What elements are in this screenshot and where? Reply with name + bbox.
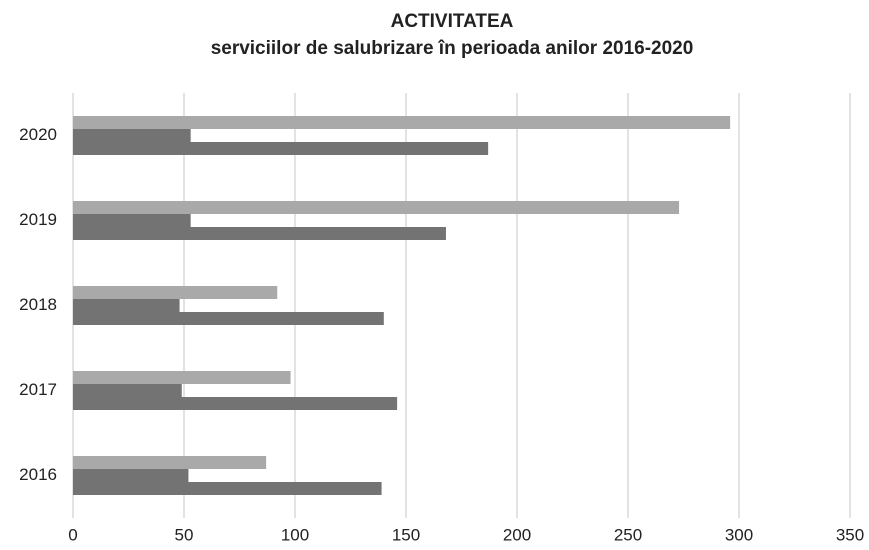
chart-title: ACTIVITATEA bbox=[391, 11, 514, 32]
bar bbox=[73, 142, 489, 155]
bar bbox=[73, 397, 398, 410]
bar bbox=[73, 201, 680, 214]
x-tick-label: 200 bbox=[503, 525, 531, 544]
y-tick-label: 2018 bbox=[19, 295, 57, 314]
bar bbox=[73, 312, 384, 325]
bar bbox=[73, 214, 191, 227]
x-tick-label: 350 bbox=[836, 525, 864, 544]
y-tick-label: 2016 bbox=[19, 465, 57, 484]
y-tick-label: 2020 bbox=[19, 125, 57, 144]
x-tick-label: 0 bbox=[68, 525, 77, 544]
bar bbox=[73, 456, 267, 469]
bar bbox=[73, 286, 278, 299]
chart-subtitle: serviciilor de salubrizare în perioada a… bbox=[211, 38, 694, 59]
bar bbox=[73, 482, 382, 495]
y-tick-label: 2017 bbox=[19, 380, 57, 399]
x-tick-label: 300 bbox=[725, 525, 753, 544]
x-tick-label: 50 bbox=[175, 525, 194, 544]
y-tick-label: 2019 bbox=[19, 210, 57, 229]
x-tick-label: 150 bbox=[392, 525, 420, 544]
bar bbox=[73, 116, 731, 129]
x-tick-label: 100 bbox=[281, 525, 309, 544]
bar bbox=[73, 371, 291, 384]
bar bbox=[73, 129, 191, 142]
bar bbox=[73, 299, 180, 312]
x-tick-label: 250 bbox=[614, 525, 642, 544]
bar bbox=[73, 469, 189, 482]
bar bbox=[73, 227, 446, 240]
bar bbox=[73, 384, 182, 397]
